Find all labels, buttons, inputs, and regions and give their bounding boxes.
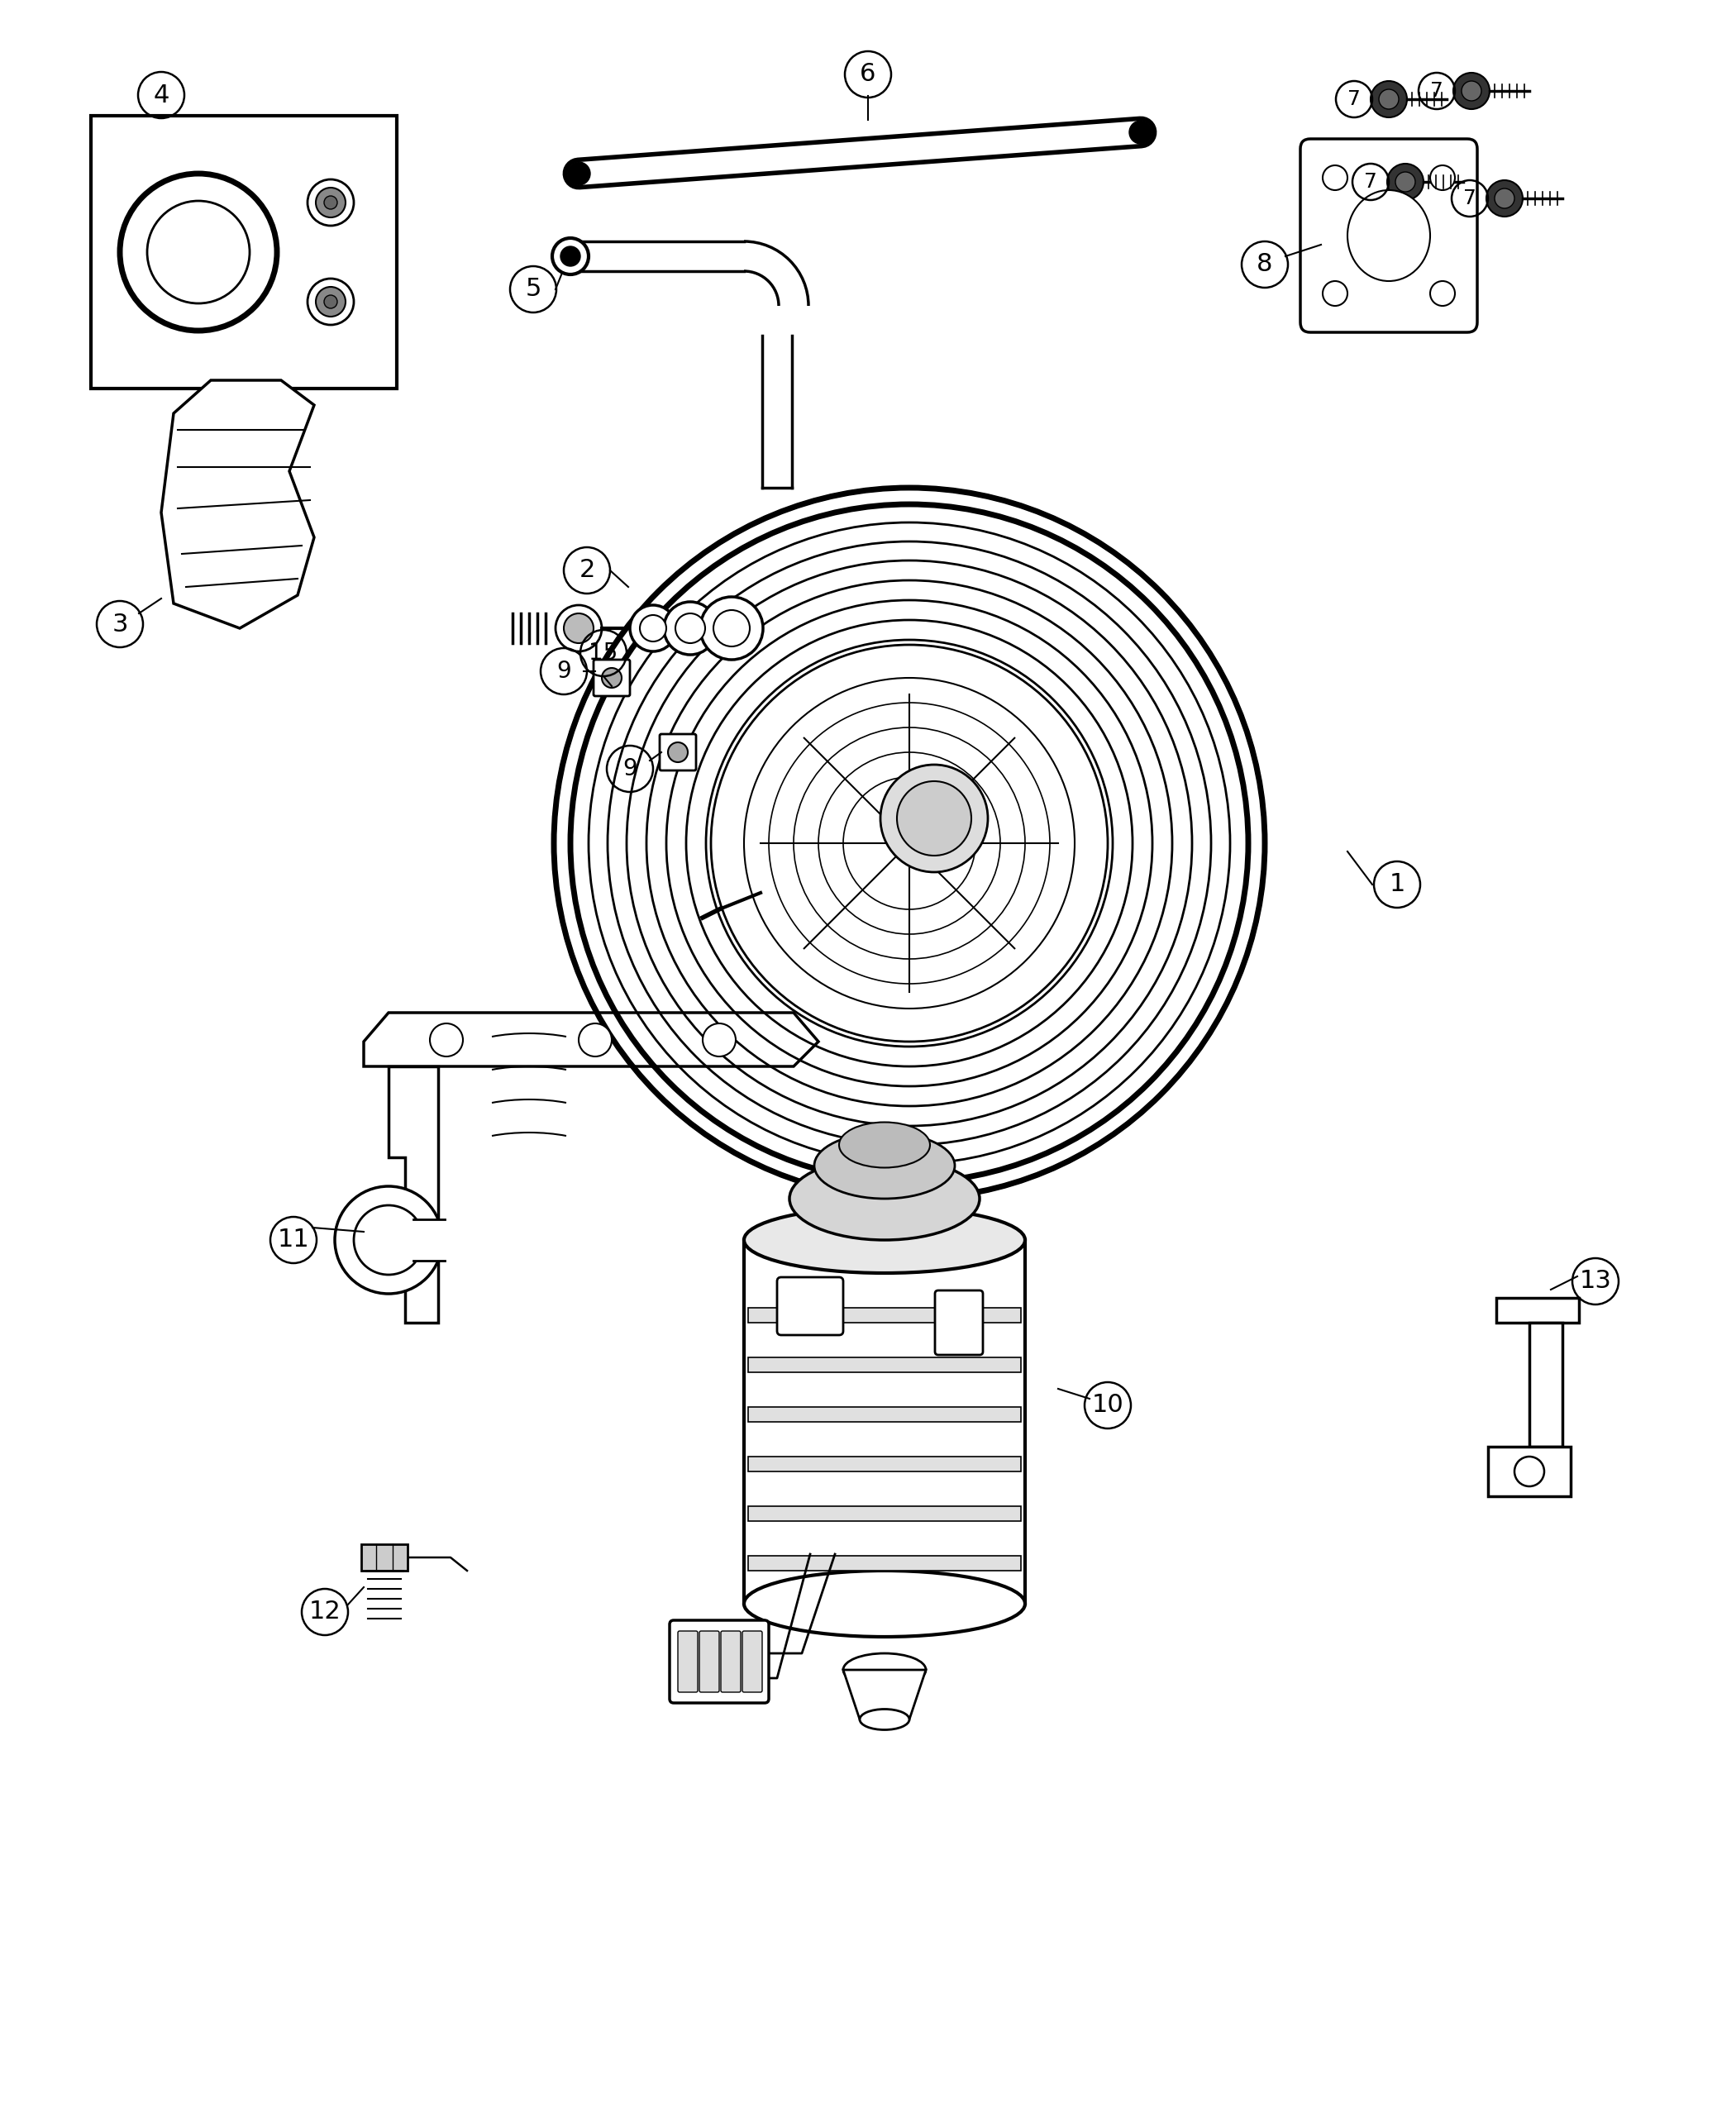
Text: 13: 13 [1580, 1269, 1611, 1294]
Circle shape [668, 742, 687, 763]
FancyBboxPatch shape [778, 1277, 844, 1334]
FancyBboxPatch shape [660, 734, 696, 769]
Circle shape [1387, 164, 1424, 200]
Circle shape [564, 613, 594, 643]
Bar [90, 116, 398, 388]
Ellipse shape [745, 1570, 1024, 1636]
Circle shape [354, 1206, 424, 1275]
Circle shape [641, 616, 667, 641]
Text: 15: 15 [589, 641, 618, 664]
Text: 9: 9 [623, 757, 637, 780]
Circle shape [431, 1022, 464, 1056]
Circle shape [1323, 280, 1347, 306]
Polygon shape [844, 1670, 925, 1720]
Ellipse shape [844, 1653, 925, 1686]
Text: 9: 9 [557, 660, 571, 683]
Circle shape [898, 782, 972, 856]
Polygon shape [1496, 1299, 1580, 1322]
Text: 8: 8 [1257, 253, 1272, 276]
Polygon shape [413, 1218, 446, 1261]
Polygon shape [748, 1307, 1021, 1322]
Polygon shape [748, 1358, 1021, 1372]
Text: 12: 12 [309, 1600, 340, 1623]
Ellipse shape [814, 1132, 955, 1199]
Text: 3: 3 [111, 611, 128, 637]
Text: 6: 6 [859, 63, 877, 86]
Circle shape [1323, 164, 1347, 190]
Text: 4: 4 [153, 82, 168, 108]
Text: 11: 11 [278, 1229, 309, 1252]
Ellipse shape [745, 1208, 1024, 1273]
Circle shape [1396, 173, 1415, 192]
FancyBboxPatch shape [1300, 139, 1477, 333]
Circle shape [1486, 179, 1522, 217]
Text: 7: 7 [1347, 89, 1361, 110]
Polygon shape [748, 1556, 1021, 1570]
Circle shape [1430, 280, 1455, 306]
Polygon shape [161, 379, 314, 628]
Ellipse shape [838, 1121, 930, 1168]
Polygon shape [389, 1067, 437, 1322]
FancyBboxPatch shape [670, 1621, 769, 1703]
Text: 10: 10 [1092, 1393, 1123, 1417]
Circle shape [325, 196, 337, 209]
Circle shape [602, 668, 621, 687]
Polygon shape [361, 1545, 408, 1570]
Polygon shape [748, 1507, 1021, 1522]
Circle shape [703, 1022, 736, 1056]
FancyBboxPatch shape [720, 1632, 741, 1693]
Circle shape [120, 173, 278, 331]
Circle shape [1430, 164, 1455, 190]
Text: 5: 5 [526, 278, 542, 301]
Circle shape [552, 238, 589, 274]
Circle shape [1371, 80, 1406, 118]
Circle shape [307, 179, 354, 226]
Polygon shape [1529, 1322, 1562, 1446]
Circle shape [1495, 188, 1514, 209]
Circle shape [1514, 1457, 1545, 1486]
Circle shape [1378, 89, 1399, 110]
Text: 7: 7 [1463, 188, 1476, 209]
Circle shape [148, 200, 250, 304]
Ellipse shape [1347, 190, 1430, 280]
FancyBboxPatch shape [594, 660, 630, 696]
Text: 7: 7 [1364, 173, 1377, 192]
Circle shape [325, 295, 337, 308]
Circle shape [713, 609, 750, 647]
FancyBboxPatch shape [743, 1632, 762, 1693]
FancyBboxPatch shape [936, 1290, 983, 1355]
Polygon shape [1488, 1446, 1571, 1497]
Polygon shape [748, 1406, 1021, 1423]
FancyBboxPatch shape [677, 1632, 698, 1693]
Ellipse shape [790, 1157, 979, 1240]
Circle shape [1128, 120, 1153, 143]
Circle shape [712, 645, 1108, 1041]
Circle shape [663, 601, 717, 656]
Circle shape [700, 597, 764, 660]
Circle shape [1462, 80, 1481, 101]
Polygon shape [365, 1012, 818, 1067]
Circle shape [1453, 74, 1489, 110]
Polygon shape [745, 1240, 1024, 1604]
Circle shape [561, 247, 580, 266]
Circle shape [880, 765, 988, 873]
Circle shape [316, 188, 345, 217]
Circle shape [578, 1022, 611, 1056]
Circle shape [307, 278, 354, 325]
Polygon shape [748, 1457, 1021, 1471]
Circle shape [568, 162, 590, 186]
Circle shape [630, 605, 677, 651]
Circle shape [556, 605, 602, 651]
Text: 2: 2 [578, 559, 595, 582]
Circle shape [745, 679, 1075, 1008]
Circle shape [554, 487, 1266, 1199]
Circle shape [675, 613, 705, 643]
FancyBboxPatch shape [700, 1632, 719, 1693]
Circle shape [335, 1187, 443, 1294]
Circle shape [316, 287, 345, 316]
Text: 1: 1 [1389, 873, 1404, 896]
Ellipse shape [859, 1710, 910, 1731]
Text: 7: 7 [1430, 80, 1443, 101]
